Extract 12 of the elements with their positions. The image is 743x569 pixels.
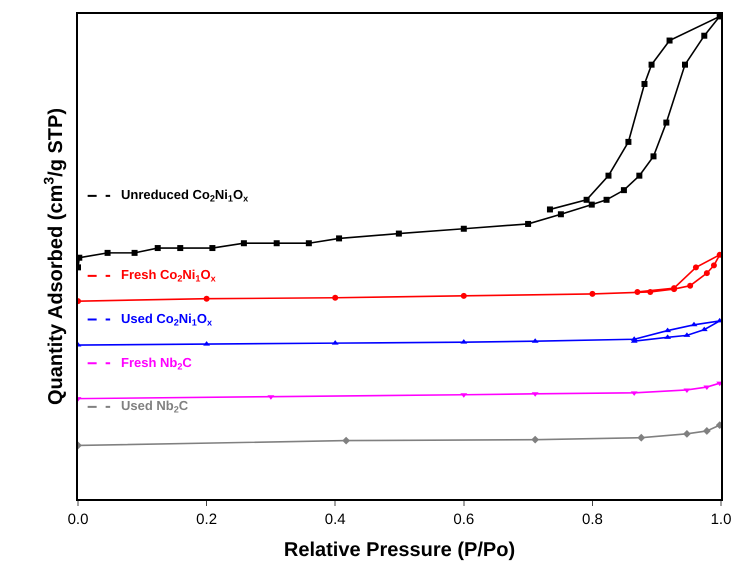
x-tick-label: 1.0: [710, 511, 732, 528]
x-tick-label: 0.0: [68, 511, 88, 528]
legend-label: Unreduced Co$_{2}$Ni$_{1}$O$_{x}$: [121, 187, 248, 204]
x-tick-label: 0.2: [196, 511, 218, 528]
legend-label: Fresh Nb$_{2}$C: [121, 355, 192, 372]
x-tick-label: 0.6: [453, 511, 474, 528]
x-axis-title: Relative Pressure (P/Po): [284, 539, 516, 561]
legend-label: Fresh Co$_{2}$Ni$_{1}$O$_{x}$: [121, 267, 216, 284]
legend-label: Used Nb$_{2}$C: [121, 398, 189, 415]
x-tick-label: 0.4: [324, 511, 346, 528]
x-tick-label: 0.8: [582, 511, 603, 528]
legend-label: Used Co$_{2}$Ni$_{1}$O$_{x}$: [121, 311, 212, 328]
